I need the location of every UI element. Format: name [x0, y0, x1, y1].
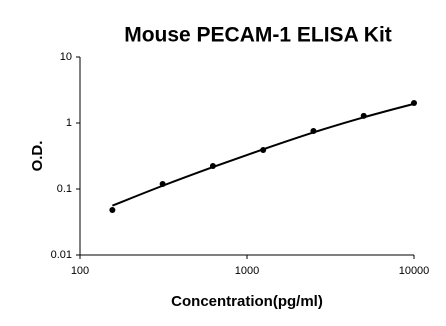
- data-point: [109, 207, 116, 214]
- x-tick-label: 1000: [235, 265, 259, 277]
- y-tick-label: 10: [60, 51, 72, 63]
- data-point: [209, 163, 216, 170]
- data-point: [159, 181, 166, 188]
- chart-title: Mouse PECAM-1 ELISA Kit: [124, 24, 392, 47]
- data-point: [411, 99, 417, 106]
- data-point: [360, 112, 367, 119]
- fit-curve: [112, 102, 415, 207]
- data-point: [260, 146, 267, 153]
- y-tick-label: 0.1: [57, 183, 72, 195]
- y-tick-label: 0.01: [51, 249, 72, 261]
- x-tick-label: 100: [71, 265, 89, 277]
- y-axis-title: O.D.: [29, 141, 46, 172]
- data-point: [310, 127, 317, 134]
- x-axis-title: Concentration(pg/ml): [171, 293, 323, 310]
- x-tick-label: 10000: [399, 265, 430, 277]
- y-tick-label: 1: [66, 117, 72, 129]
